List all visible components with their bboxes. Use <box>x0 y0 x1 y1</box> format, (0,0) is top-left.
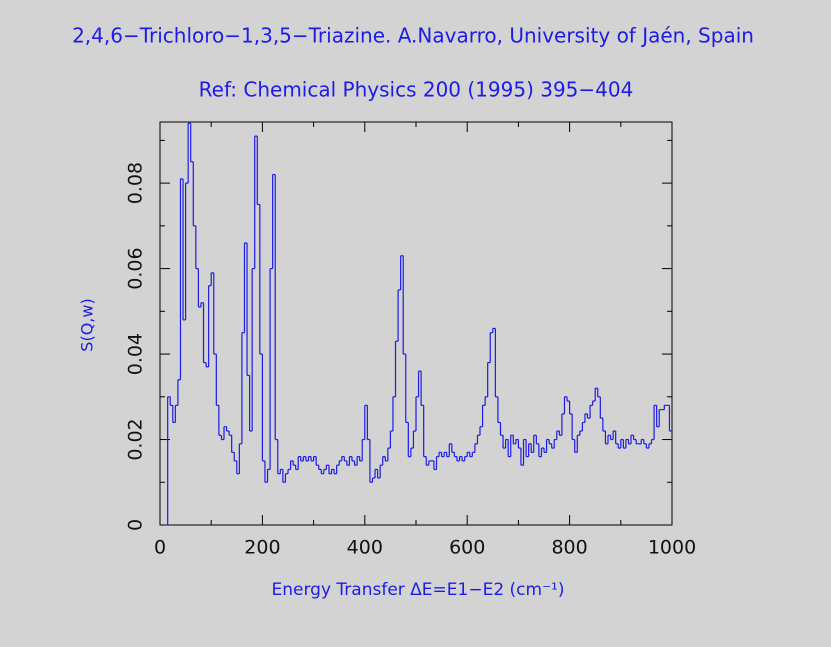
x-axis-label: Energy Transfer ΔE=E1−E2 (cm⁻¹) <box>271 580 564 600</box>
chart-title: 2,4,6−Trichloro−1,3,5−Triazine. A.Navarr… <box>72 24 754 48</box>
y-axis-label: S(Q,w) <box>78 298 97 351</box>
x-tick-label: 1000 <box>648 537 696 559</box>
chart-subtitle: Ref: Chemical Physics 200 (1995) 395−404 <box>199 78 634 102</box>
x-tick-label: 0 <box>154 537 166 559</box>
x-tick-label: 400 <box>347 537 383 559</box>
y-tick-label: 0.02 <box>125 418 147 460</box>
y-tick-label: 0.06 <box>125 247 147 289</box>
x-tick-label: 800 <box>551 537 587 559</box>
y-tick-label: 0 <box>125 519 147 531</box>
x-tick-label: 600 <box>449 537 485 559</box>
x-tick-label: 200 <box>244 537 280 559</box>
y-tick-label: 0.04 <box>125 333 147 375</box>
y-tick-label: 0.08 <box>125 162 147 204</box>
